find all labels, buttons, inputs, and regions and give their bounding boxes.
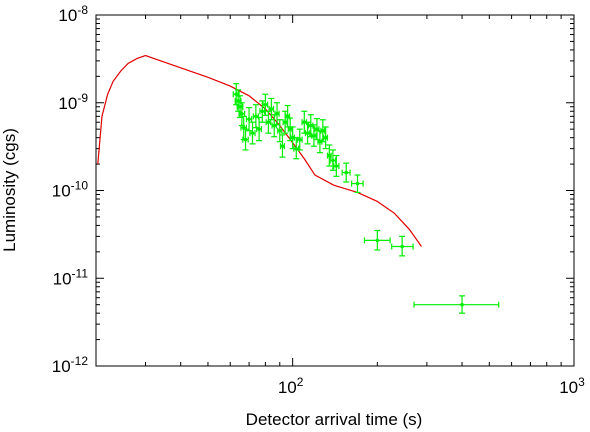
data-point bbox=[350, 174, 364, 194]
data-marker bbox=[250, 131, 255, 135]
data-point bbox=[304, 121, 311, 145]
data-point bbox=[313, 117, 320, 141]
data-point bbox=[256, 116, 263, 142]
data-marker bbox=[334, 164, 339, 168]
ticks-layer bbox=[95, 14, 575, 367]
data-point bbox=[329, 149, 337, 171]
data-point bbox=[289, 126, 296, 150]
data-marker bbox=[312, 134, 316, 138]
y-axis-title: Luminosity (cgs) bbox=[0, 128, 19, 252]
data-marker bbox=[263, 102, 268, 107]
y-tick-label: 10-9 bbox=[58, 91, 88, 113]
data-point bbox=[274, 102, 281, 126]
y-tick-label: 10-8 bbox=[58, 3, 88, 25]
data-marker bbox=[277, 128, 282, 133]
data-marker bbox=[321, 128, 325, 133]
data-point bbox=[322, 126, 329, 150]
data-marker bbox=[375, 238, 380, 243]
data-point bbox=[279, 134, 286, 158]
data-point bbox=[252, 104, 259, 129]
data-marker bbox=[234, 92, 238, 97]
tick-labels-layer: 10-8 10-9 10-10 10-11 10-12 102 103 bbox=[52, 3, 585, 397]
data-marker bbox=[302, 120, 307, 125]
x-axis-title: Detector arrival time (s) bbox=[246, 410, 423, 429]
data-marker bbox=[283, 120, 287, 125]
y-tick-label: 10-11 bbox=[53, 266, 89, 288]
x-tick-label: 102 bbox=[278, 375, 304, 397]
plot-frame bbox=[95, 14, 575, 367]
data-point bbox=[245, 107, 253, 132]
data-marker bbox=[285, 114, 290, 119]
data-marker bbox=[327, 153, 332, 158]
data-marker bbox=[344, 170, 349, 175]
data-marker bbox=[240, 111, 244, 116]
model-curve bbox=[97, 54, 422, 247]
y-tick-label: 10-10 bbox=[52, 179, 89, 201]
data-marker bbox=[257, 127, 261, 131]
data-marker bbox=[331, 158, 335, 163]
data-marker bbox=[288, 127, 292, 131]
data-point bbox=[259, 100, 266, 123]
data-point bbox=[268, 97, 275, 121]
data-point bbox=[296, 128, 303, 151]
data-point bbox=[307, 114, 314, 138]
data-point bbox=[271, 114, 278, 138]
data-marker bbox=[236, 99, 240, 103]
data-marker bbox=[460, 302, 464, 307]
data-marker bbox=[238, 104, 242, 109]
data-point bbox=[319, 119, 326, 143]
data-point bbox=[242, 128, 249, 151]
data-point bbox=[413, 295, 500, 314]
data-point bbox=[326, 144, 333, 167]
x-tick-label: 103 bbox=[559, 375, 585, 397]
model-curve-layer bbox=[97, 54, 422, 247]
data-marker bbox=[355, 181, 360, 186]
data-marker bbox=[260, 109, 265, 114]
data-marker bbox=[297, 137, 302, 142]
data-marker bbox=[247, 117, 251, 121]
data-point bbox=[262, 93, 269, 116]
data-marker bbox=[243, 137, 248, 142]
data-point bbox=[341, 162, 351, 183]
data-points-layer bbox=[232, 83, 500, 314]
data-point bbox=[293, 137, 300, 160]
data-marker bbox=[400, 244, 404, 249]
data-marker bbox=[266, 120, 271, 125]
data-marker bbox=[305, 131, 310, 135]
data-marker bbox=[275, 111, 279, 116]
data-marker bbox=[269, 107, 274, 111]
data-point bbox=[363, 229, 391, 251]
data-point bbox=[310, 124, 317, 147]
data-point bbox=[391, 235, 414, 257]
data-marker bbox=[315, 127, 319, 131]
data-point bbox=[276, 119, 283, 143]
data-marker bbox=[323, 135, 328, 140]
data-marker bbox=[290, 135, 295, 140]
data-point bbox=[333, 154, 340, 177]
data-point bbox=[249, 121, 256, 145]
data-marker bbox=[280, 144, 285, 148]
y-tick-label: 10-12 bbox=[52, 354, 89, 376]
